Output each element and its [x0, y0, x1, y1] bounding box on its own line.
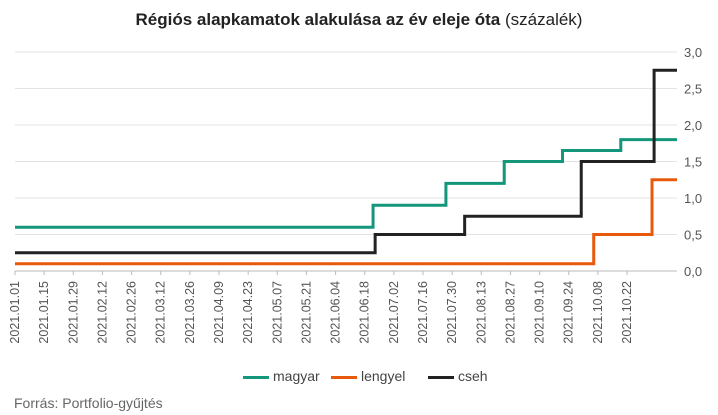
x-tick-label: 2021.09.24 — [562, 281, 576, 344]
x-tick-label: 2021.01.29 — [66, 281, 80, 344]
legend: magyar lengyel cseh — [0, 366, 718, 386]
x-axis: 2021.01.01 2021.01.15 2021.01.29 2021.02.12… — [8, 271, 634, 344]
x-tick-label: 2021.08.13 — [474, 281, 488, 344]
x-tick-label: 2021.05.21 — [299, 281, 313, 344]
chart-title: Régiós alapkamatok alakulása az év eleje… — [0, 10, 718, 30]
x-tick-label: 2021.04.09 — [212, 281, 226, 344]
source-note: Forrás: Portfolio-gyűjtés — [14, 395, 163, 411]
y-tick-label: 0,0 — [684, 264, 702, 279]
legend-swatch — [428, 375, 454, 379]
y-tick-label: 3,0 — [684, 45, 702, 60]
series-lines — [15, 68, 677, 266]
x-tick-label: 2021.07.30 — [445, 281, 459, 344]
x-tick-label: 2021.10.22 — [620, 281, 634, 344]
x-tick-label: 2021.04.23 — [241, 281, 255, 344]
x-tick-label: 2021.07.02 — [387, 281, 401, 344]
legend-label: cseh — [458, 368, 488, 384]
legend-item-magyar[interactable]: magyar — [243, 366, 320, 386]
legend-item-cseh[interactable]: cseh — [428, 366, 488, 386]
x-tick-label: 2021.02.26 — [125, 281, 139, 344]
y-tick-label: 1,0 — [684, 191, 702, 206]
legend-swatch — [331, 375, 357, 379]
y-tick-label: 2,5 — [684, 82, 702, 97]
series-line-lengyel — [15, 178, 677, 266]
title-unit: (százalék) — [505, 10, 583, 29]
x-tick-label: 2021.06.18 — [358, 281, 372, 344]
x-tick-label: 2021.03.12 — [154, 281, 168, 344]
x-tick-label: 2021.06.04 — [329, 281, 343, 344]
x-tick-label: 2021.10.08 — [591, 281, 605, 344]
x-tick-label: 2021.07.16 — [416, 281, 430, 344]
y-tick-label: 0,5 — [684, 228, 702, 243]
y-axis: 0,0 0,5 1,0 1,5 2,0 2,5 3,0 — [684, 45, 702, 279]
series-line-magyar — [15, 138, 677, 229]
x-tick-label: 2021.01.01 — [8, 281, 22, 344]
gridlines — [15, 51, 677, 272]
y-tick-label: 1,5 — [684, 155, 702, 170]
legend-item-lengyel[interactable]: lengyel — [331, 366, 405, 386]
x-tick-label: 2021.03.26 — [183, 281, 197, 344]
x-tick-label: 2021.09.10 — [533, 281, 547, 344]
y-tick-label: 2,0 — [684, 118, 702, 133]
series-line-cseh — [15, 68, 677, 255]
legend-label: lengyel — [361, 368, 406, 384]
legend-label: magyar — [273, 368, 320, 384]
title-main: Régiós alapkamatok alakulása az év eleje… — [135, 10, 501, 29]
x-tick-label: 2021.01.15 — [37, 281, 51, 344]
legend-swatch — [243, 375, 269, 379]
x-tick-label: 2021.02.12 — [95, 281, 109, 344]
x-tick-label: 2021.08.27 — [503, 281, 517, 344]
x-tick-label: 2021.05.07 — [270, 281, 284, 344]
